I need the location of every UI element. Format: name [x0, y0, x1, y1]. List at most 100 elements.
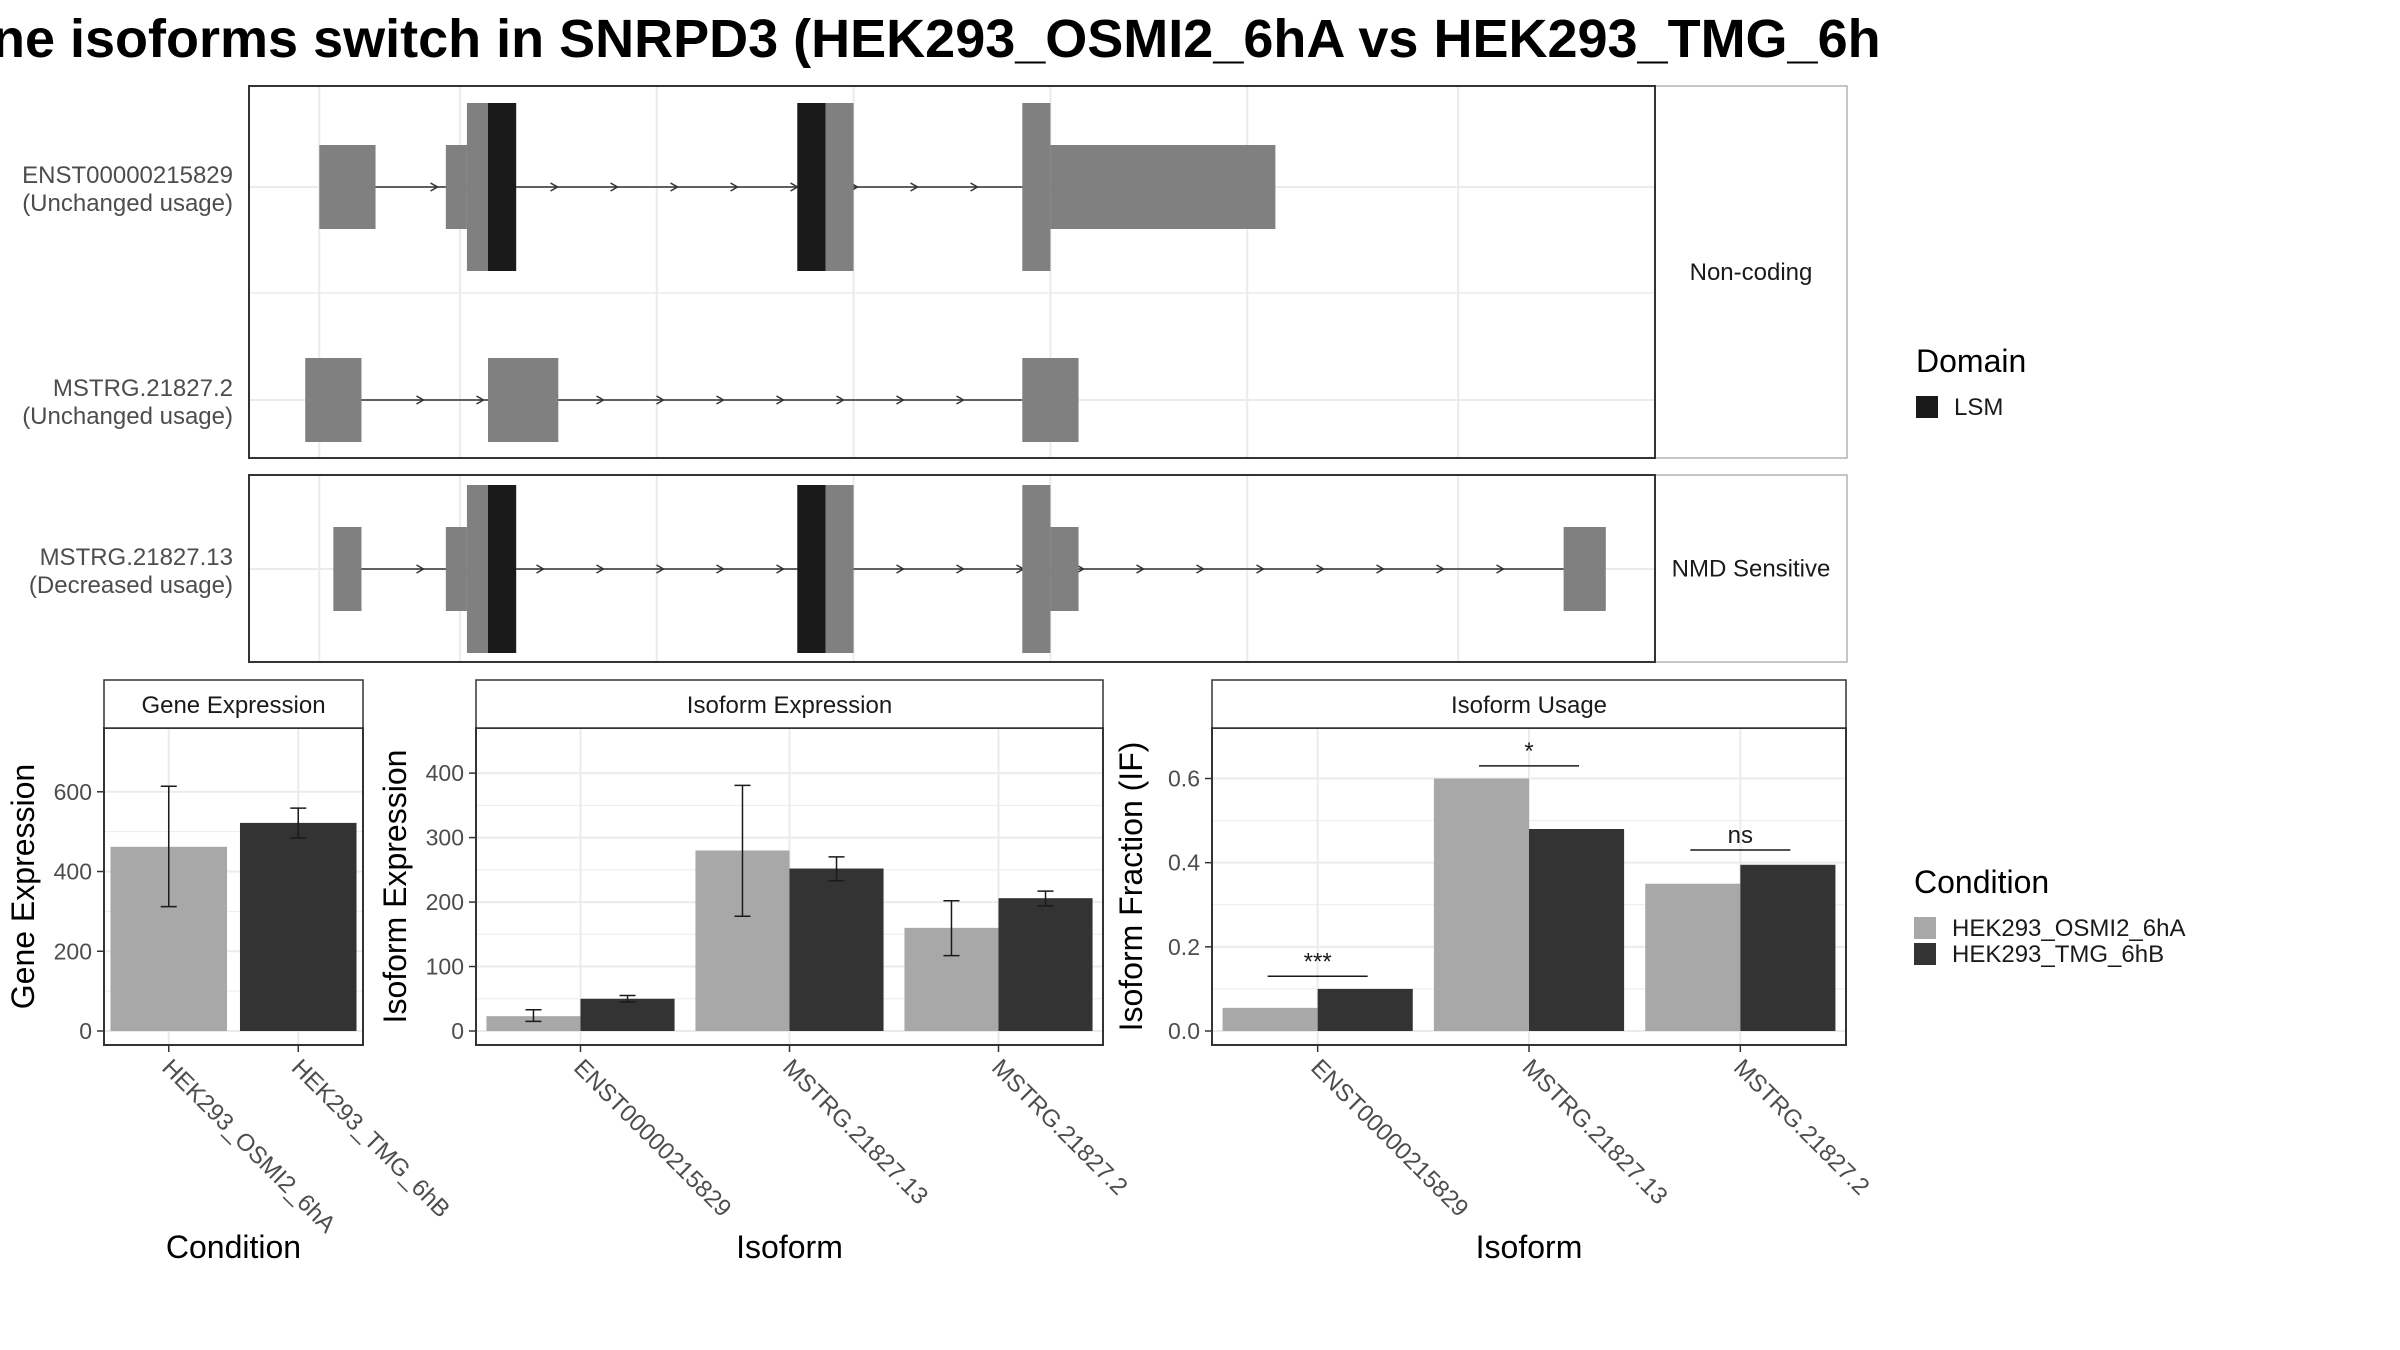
panel-strip-label: Isoform Expression [687, 692, 892, 719]
panel-strip [103, 679, 364, 729]
legend-label: LSM [1954, 394, 2003, 421]
y-tick-label: 400 [426, 760, 464, 786]
y-axis-title: Isoform Expression [377, 750, 413, 1024]
lsm-domain-block [797, 485, 826, 653]
x-tick-label: ENST00000215829 [568, 1054, 736, 1222]
isoform-id-label: ENST00000215829 [22, 162, 233, 189]
exon-block [319, 145, 376, 229]
significance-label: ns [1728, 822, 1753, 849]
track-panel-border [248, 474, 1656, 663]
intron-arrow [716, 395, 725, 405]
intron-arrow [1136, 564, 1145, 574]
exon-block [1022, 485, 1051, 653]
exon-block [445, 527, 467, 611]
lsm-domain-block [488, 103, 517, 271]
y-tick-label: 0.4 [1168, 850, 1200, 876]
significance-label: *** [1304, 948, 1332, 975]
x-tick-label: MSTRG.21827.13 [777, 1054, 933, 1210]
legend-label: HEK293_TMG_6hB [1952, 941, 2164, 968]
isoform-id-label: MSTRG.21827.2 [53, 375, 233, 402]
lsm-domain-block [797, 103, 826, 271]
legend-label: HEK293_OSMI2_6hA [1952, 915, 2185, 942]
intron-arrow [896, 395, 905, 405]
intron-arrow [670, 182, 680, 192]
significance-label: * [1524, 738, 1533, 765]
exon-block [488, 358, 559, 442]
exon-block [305, 358, 362, 442]
isoform-usage-label: (Decreased usage) [29, 572, 233, 599]
y-tick-label: 600 [54, 779, 92, 805]
bar [998, 898, 1093, 1031]
y-tick-label: 0.2 [1168, 934, 1200, 960]
domain-legend: Domain LSM [1916, 343, 2026, 421]
panel-strip-label: Isoform Usage [1451, 692, 1607, 719]
intron-arrow [896, 564, 905, 574]
intron-arrow [956, 395, 965, 405]
exon-block [1563, 527, 1606, 611]
x-tick-label: MSTRG.21827.2 [986, 1054, 1132, 1200]
intron-arrow [550, 182, 560, 192]
intron-arrow [596, 395, 605, 405]
y-axis-title: Gene Expression [5, 764, 41, 1009]
bar-chart: 0 100 200 300 400 ENST00000215829 MSTRG.21827.… [377, 679, 1133, 1265]
y-tick-label: 100 [426, 954, 464, 980]
y-tick-label: 200 [54, 938, 92, 964]
exon-block [1022, 103, 1051, 271]
intron-arrow [1436, 564, 1445, 574]
intron-arrow [910, 182, 920, 192]
y-tick-label: 0 [79, 1018, 92, 1044]
panel-strip [1211, 679, 1847, 729]
isoform-track [305, 358, 1079, 442]
x-tick-label: MSTRG.21827.13 [1517, 1054, 1673, 1210]
legend-title: Domain [1916, 343, 2026, 379]
intron-arrow [416, 564, 425, 574]
facet-strip-label: Non-coding [1690, 259, 1813, 286]
lsm-domain-block [488, 485, 517, 653]
intron-arrow [536, 564, 545, 574]
intron-arrow [1376, 564, 1385, 574]
y-tick-label: 200 [426, 889, 464, 915]
bar [1529, 829, 1625, 1031]
y-tick-label: 0 [451, 1018, 464, 1044]
intron-arrow [716, 564, 725, 574]
panel-strip-label: Gene Expression [141, 692, 325, 719]
intron-arrow [610, 182, 620, 192]
intron-arrow [1496, 564, 1505, 574]
intron-arrow [1196, 564, 1205, 574]
bar [1222, 1007, 1318, 1031]
intron-arrow [956, 564, 965, 574]
bar [789, 868, 884, 1031]
isoform-track [319, 103, 1276, 271]
x-tick-label: ENST00000215829 [1305, 1054, 1473, 1222]
bar [486, 1016, 581, 1031]
x-axis-title: Isoform [1476, 1229, 1583, 1265]
intron-arrow [416, 395, 425, 405]
intron-arrow [656, 564, 665, 574]
intron-arrow [970, 182, 980, 192]
isoform-id-label: MSTRG.21827.13 [40, 544, 233, 571]
exon-block [1050, 527, 1079, 611]
exon-block [1022, 358, 1079, 442]
x-tick-label: MSTRG.21827.2 [1728, 1054, 1874, 1200]
intron-arrow [596, 564, 605, 574]
intron-arrow [1076, 564, 1085, 574]
legend-swatch [1916, 396, 1938, 418]
exon-block [445, 145, 467, 229]
intron-arrow [656, 395, 665, 405]
x-axis-title: Condition [166, 1229, 301, 1265]
intron-arrow [1316, 564, 1325, 574]
facet-strip [1654, 85, 1848, 459]
intron-arrow [1256, 564, 1265, 574]
y-tick-label: 400 [54, 859, 92, 885]
bar [239, 822, 357, 1031]
legend-swatch [1914, 943, 1936, 965]
track-panel-border [248, 85, 1656, 459]
intron-arrow [776, 564, 785, 574]
y-axis-title: Isoform Fraction (IF) [1113, 742, 1149, 1032]
panel-strip [475, 679, 1104, 729]
isoform-usage-label: (Unchanged usage) [22, 190, 233, 217]
x-axis-title: Isoform [736, 1229, 843, 1265]
intron-arrow [430, 182, 440, 192]
